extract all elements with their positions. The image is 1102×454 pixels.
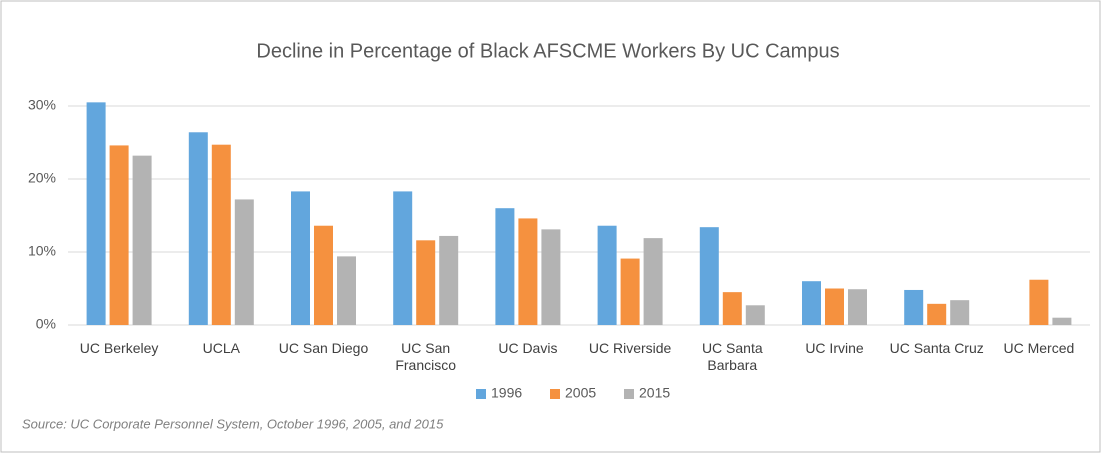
y-tick-label: 0% (36, 316, 56, 332)
bar (802, 281, 821, 325)
x-tick-label: UC Irvine (805, 340, 864, 356)
x-tick-label: UC Santa Barbara (701, 340, 763, 373)
bar (314, 225, 333, 325)
y-tick-label: 20% (28, 170, 56, 186)
bar (848, 289, 867, 325)
legend-swatch (476, 389, 486, 399)
bar (439, 235, 459, 325)
source-note: Source: UC Corporate Personnel System, O… (22, 416, 444, 431)
bar (620, 258, 640, 325)
bar (1029, 279, 1049, 325)
x-tick-label: UC San Francisco (395, 340, 457, 373)
bar (1052, 317, 1072, 325)
y-tick-label: 10% (28, 243, 56, 259)
bar (211, 144, 231, 325)
x-tick-label: UC Santa Cruz (889, 340, 984, 356)
bar (643, 238, 663, 325)
bar (722, 292, 742, 325)
bar (86, 102, 106, 325)
legend-swatch (624, 389, 634, 399)
y-tick-label: 30% (28, 97, 56, 113)
chart-title: Decline in Percentage of Black AFSCME Wo… (256, 40, 839, 62)
bar (904, 289, 924, 325)
bar (745, 305, 765, 325)
bar (950, 300, 970, 325)
bar (597, 225, 617, 325)
bar (825, 288, 844, 325)
bar (699, 227, 719, 325)
bar (416, 240, 436, 325)
x-tick-label: UC Davis (498, 340, 558, 356)
bar (291, 191, 310, 325)
x-tick-label: UC Merced (1003, 340, 1075, 356)
x-tick-label: UCLA (202, 340, 240, 356)
legend-swatch (550, 389, 560, 399)
bar (495, 208, 515, 325)
bar (234, 199, 254, 325)
x-tick-label: UC San Diego (278, 340, 369, 356)
bar (541, 229, 561, 325)
bar (109, 145, 129, 325)
bar (927, 303, 947, 325)
x-tick-label: UC Riverside (588, 340, 672, 356)
legend-label: 2015 (639, 385, 670, 401)
bar (337, 256, 356, 325)
bar (393, 191, 413, 325)
bar (188, 132, 208, 325)
legend-label: 2005 (565, 385, 596, 401)
x-tick-label: UC Berkeley (79, 340, 159, 356)
bar (518, 218, 538, 325)
bar (132, 155, 152, 325)
legend-label: 1996 (491, 385, 522, 401)
